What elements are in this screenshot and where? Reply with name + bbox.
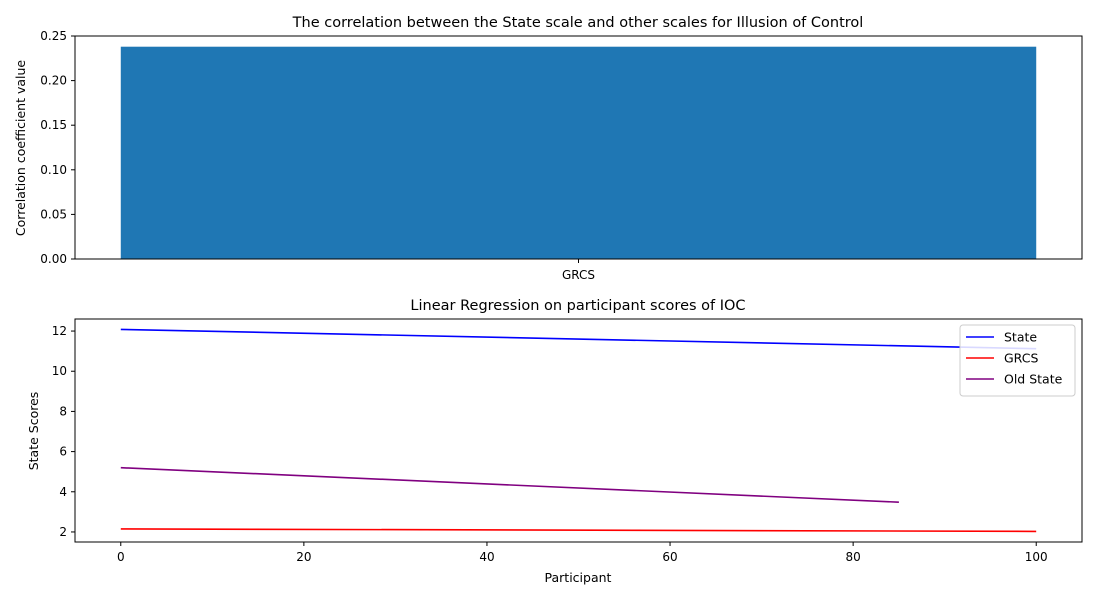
bar-chart: The correlation between the State scale …: [13, 15, 1083, 282]
line-chart-plot-frame: [74, 318, 1083, 543]
y-tick-label: 0.10: [40, 163, 67, 177]
bar-chart-y-axis-label: Correlation coefficient value: [13, 60, 28, 236]
x-tick-label: 60: [662, 550, 677, 564]
line-chart-series: [120, 328, 1037, 533]
y-tick-label: 4: [59, 485, 67, 499]
legend-label: GRCS: [1004, 351, 1038, 366]
line-chart-x-ticks: 0 20 40 60 80 100: [117, 542, 1048, 564]
line-chart-title: Linear Regression on participant scores …: [410, 298, 745, 314]
bar-chart-x-ticks: GRCS: [562, 259, 595, 282]
line-chart-x-axis-label: Participant: [545, 570, 612, 585]
y-tick-label: 0.15: [40, 118, 67, 132]
y-tick-label: 8: [59, 404, 67, 418]
x-tick-label: 100: [1025, 550, 1048, 564]
bar-chart-plot-frame: [74, 35, 1083, 260]
y-tick-label: 6: [59, 445, 67, 459]
y-tick-label: 2: [59, 525, 67, 539]
y-tick-label: 12: [52, 324, 67, 338]
x-tick-label: 40: [479, 550, 494, 564]
series-line-grcs: [120, 528, 1037, 533]
series-line-state: [120, 328, 1037, 350]
bar-chart-bars: [120, 46, 1037, 260]
bar-chart-title: The correlation between the State scale …: [292, 15, 864, 31]
line-chart-y-axis-label: State Scores: [26, 392, 41, 471]
x-tick-label: 20: [296, 550, 311, 564]
bar-grcs: [120, 46, 1037, 260]
line-chart: Linear Regression on participant scores …: [26, 298, 1083, 585]
x-tick-label: 80: [845, 550, 860, 564]
y-tick-label: 0.20: [40, 74, 67, 88]
y-tick-label: 0.05: [40, 207, 67, 221]
line-chart-legend: State GRCS Old State: [959, 324, 1076, 397]
x-tick-label: GRCS: [562, 268, 595, 282]
x-tick-label: 0: [117, 550, 125, 564]
legend-label: Old State: [1004, 372, 1063, 387]
line-chart-y-ticks: 2 4 6 8 10 12: [52, 324, 75, 539]
bar-chart-y-ticks: 0.00 0.05 0.10 0.15 0.20 0.25: [40, 29, 75, 266]
series-line-old-state: [120, 466, 899, 503]
y-tick-label: 0.25: [40, 29, 67, 43]
y-tick-label: 0.00: [40, 252, 67, 266]
y-tick-label: 10: [52, 364, 67, 378]
legend-label: State: [1004, 330, 1037, 345]
